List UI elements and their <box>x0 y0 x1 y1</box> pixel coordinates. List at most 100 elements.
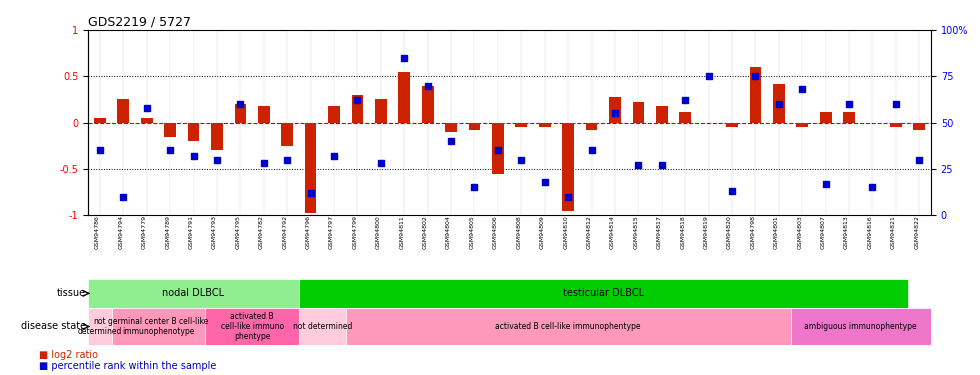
Point <box>561 194 576 200</box>
Text: GSM94795: GSM94795 <box>235 215 240 249</box>
Point <box>279 157 295 163</box>
Point <box>537 179 553 185</box>
Text: ambiguous immunophentype: ambiguous immunophentype <box>805 322 917 331</box>
Point <box>748 74 763 80</box>
Text: GSM94808: GSM94808 <box>516 215 521 249</box>
Text: GSM94800: GSM94800 <box>376 215 381 249</box>
Bar <box>421 86 433 123</box>
Bar <box>165 123 176 136</box>
Text: testicular DLBCL: testicular DLBCL <box>563 288 644 298</box>
Bar <box>492 123 504 174</box>
Point <box>373 160 389 166</box>
Point <box>396 55 412 61</box>
Text: not
determined: not determined <box>77 317 122 336</box>
Bar <box>141 118 153 123</box>
Text: GSM94811: GSM94811 <box>399 215 404 249</box>
Point <box>654 162 669 168</box>
Point <box>185 153 202 159</box>
Text: GSM94822: GSM94822 <box>914 215 919 249</box>
Point <box>584 147 600 153</box>
Point <box>490 147 506 153</box>
Text: GSM94820: GSM94820 <box>727 215 732 249</box>
Text: GSM94779: GSM94779 <box>142 215 147 249</box>
Point <box>139 105 155 111</box>
Point <box>232 101 248 107</box>
Bar <box>679 111 691 123</box>
Point <box>864 184 880 190</box>
Text: not determined: not determined <box>293 322 352 331</box>
Point <box>771 101 787 107</box>
Bar <box>797 123 808 127</box>
Text: GSM94786: GSM94786 <box>95 215 100 249</box>
Point <box>817 181 833 187</box>
Bar <box>234 104 246 123</box>
Point <box>630 162 646 168</box>
Text: GSM94789: GSM94789 <box>166 215 171 249</box>
Bar <box>281 123 293 146</box>
Text: GSM94810: GSM94810 <box>564 215 568 249</box>
Bar <box>258 106 270 123</box>
FancyBboxPatch shape <box>791 308 931 345</box>
Bar <box>118 99 129 123</box>
Text: GSM94799: GSM94799 <box>353 215 358 249</box>
Text: GSM94791: GSM94791 <box>188 215 193 249</box>
Point <box>677 98 693 104</box>
Text: nodal DLBCL: nodal DLBCL <box>163 288 224 298</box>
FancyBboxPatch shape <box>88 308 112 345</box>
Text: tissue: tissue <box>57 288 86 298</box>
Point <box>607 110 623 116</box>
Point <box>350 98 366 104</box>
Text: GSM94794: GSM94794 <box>119 215 123 249</box>
Point <box>116 194 131 200</box>
Text: germinal center B cell-like
immunophenotype: germinal center B cell-like immunophenot… <box>108 317 209 336</box>
Text: GSM94806: GSM94806 <box>493 215 498 249</box>
Bar <box>750 67 761 123</box>
Text: GSM94798: GSM94798 <box>751 215 756 249</box>
Point <box>419 82 435 88</box>
Bar <box>94 118 106 123</box>
Bar <box>610 97 620 123</box>
FancyBboxPatch shape <box>299 308 346 345</box>
Point <box>443 138 459 144</box>
Text: GSM94815: GSM94815 <box>633 215 638 249</box>
Text: GSM94804: GSM94804 <box>446 215 451 249</box>
Bar <box>820 111 831 123</box>
Point <box>303 190 318 196</box>
Bar <box>352 95 364 123</box>
Text: GSM94821: GSM94821 <box>891 215 896 249</box>
Point <box>841 101 857 107</box>
Bar <box>539 123 551 127</box>
Bar <box>773 84 785 123</box>
Bar <box>468 123 480 130</box>
Text: GSM94813: GSM94813 <box>844 215 849 249</box>
Bar <box>399 72 410 123</box>
Text: GSM94793: GSM94793 <box>212 215 217 249</box>
Text: GSM94814: GSM94814 <box>610 215 615 249</box>
FancyBboxPatch shape <box>88 279 299 308</box>
Point <box>326 153 342 159</box>
Text: GDS2219 / 5727: GDS2219 / 5727 <box>88 16 191 29</box>
Text: GSM94805: GSM94805 <box>469 215 474 249</box>
Text: GSM94797: GSM94797 <box>329 215 334 249</box>
Point <box>795 86 810 92</box>
Text: GSM94802: GSM94802 <box>422 215 427 249</box>
Text: GSM94812: GSM94812 <box>587 215 592 249</box>
Text: GSM94819: GSM94819 <box>704 215 709 249</box>
Text: GSM94807: GSM94807 <box>820 215 825 249</box>
Bar <box>563 123 574 211</box>
Point <box>911 157 927 163</box>
FancyBboxPatch shape <box>299 279 907 308</box>
Text: GSM94803: GSM94803 <box>798 215 803 249</box>
Text: GSM94801: GSM94801 <box>774 215 779 249</box>
Bar <box>890 123 902 127</box>
Text: GSM94818: GSM94818 <box>680 215 685 249</box>
Text: ■ log2 ratio: ■ log2 ratio <box>39 350 98 360</box>
Text: ■ percentile rank within the sample: ■ percentile rank within the sample <box>39 361 217 371</box>
Point <box>92 147 108 153</box>
Text: GSM94796: GSM94796 <box>306 215 311 249</box>
Bar <box>632 102 644 123</box>
Point <box>163 147 178 153</box>
Point <box>466 184 482 190</box>
Text: activated B cell-like immunophentype: activated B cell-like immunophentype <box>495 322 641 331</box>
Text: GSM94782: GSM94782 <box>259 215 264 249</box>
